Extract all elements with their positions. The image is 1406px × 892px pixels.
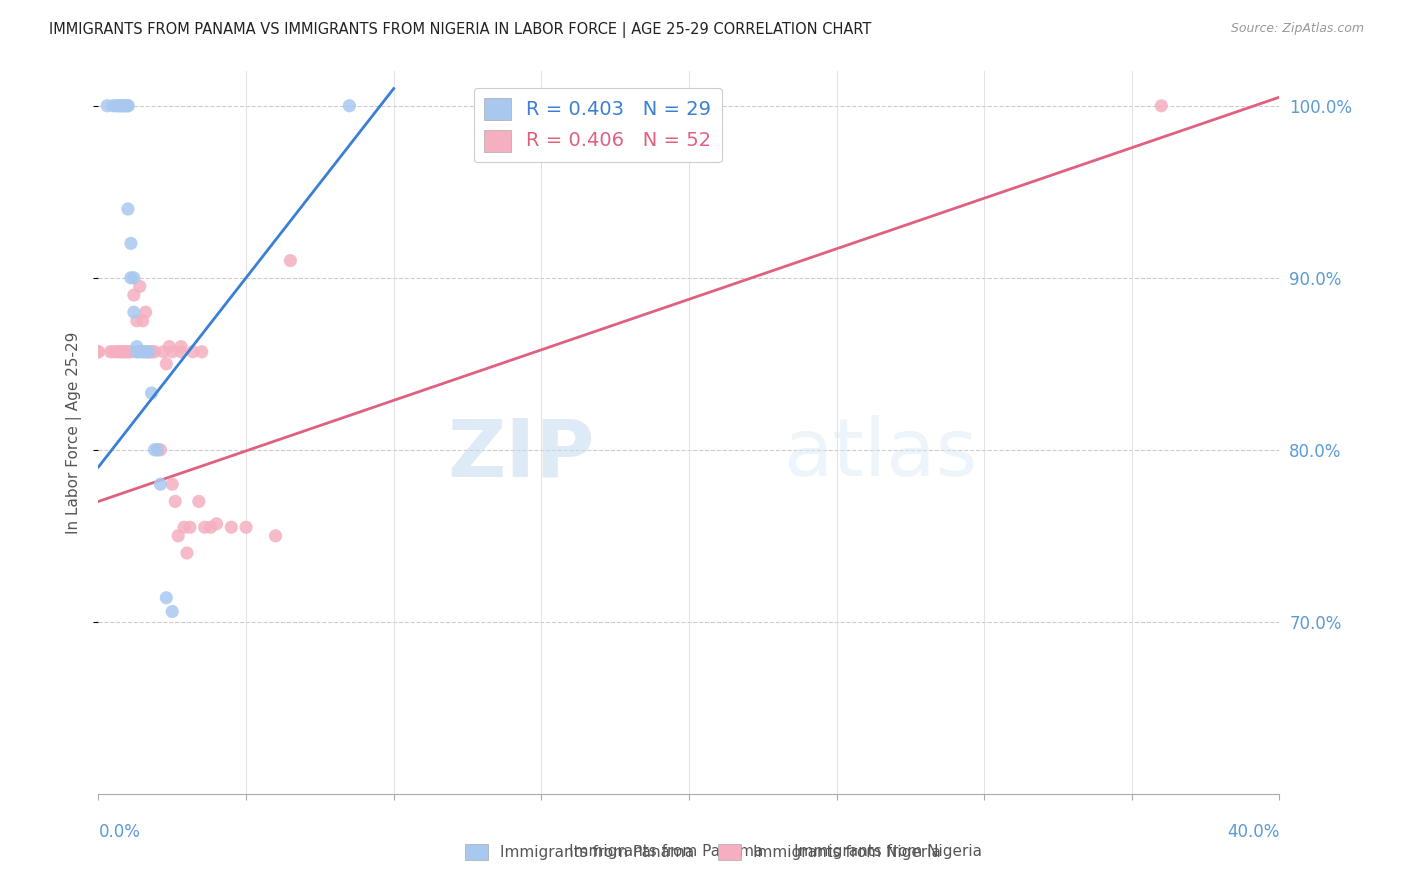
Point [170,340,193,354]
Point [114,99,136,113]
Point [155,357,177,371]
Text: 0.0%: 0.0% [98,822,141,841]
Point [170,344,193,359]
Point [1150,99,1173,113]
Point [143,344,166,359]
Point [111,99,134,113]
Point [111,344,134,359]
Point [120,236,142,251]
Point [138,344,160,359]
Y-axis label: In Labor Force | Age 25-29: In Labor Force | Age 25-29 [66,332,83,533]
Point [96,99,118,113]
Point [120,270,142,285]
Point [108,99,131,113]
Point [235,520,257,534]
Point [117,99,139,113]
Point [108,99,131,113]
Point [138,344,160,359]
Point [155,591,177,605]
Point [205,516,228,531]
Point [339,99,361,113]
Point [108,344,131,359]
Point [200,520,222,534]
Text: atlas: atlas [783,416,977,493]
Point [117,344,139,359]
Point [179,520,201,534]
Text: 40.0%: 40.0% [1227,822,1279,841]
Text: ZIP: ZIP [447,416,595,493]
Point [141,344,163,359]
Legend: Immigrants from Panama, Immigrants from Nigeria: Immigrants from Panama, Immigrants from … [460,838,946,866]
Point [128,279,150,293]
Point [125,344,148,359]
Point [280,253,302,268]
Text: IMMIGRANTS FROM PANAMA VS IMMIGRANTS FROM NIGERIA IN LABOR FORCE | AGE 25-29 COR: IMMIGRANTS FROM PANAMA VS IMMIGRANTS FRO… [49,22,872,38]
Point [181,344,204,359]
Point [122,305,145,319]
Point [146,442,169,457]
Point [165,494,187,508]
Point [149,442,172,457]
Point [114,344,136,359]
Point [114,99,136,113]
Point [111,344,134,359]
Point [87,344,110,359]
Point [87,344,110,359]
Point [187,494,209,508]
Point [191,344,214,359]
Point [120,344,142,359]
Point [105,99,128,113]
Point [125,340,148,354]
Point [108,344,131,359]
Point [138,344,160,359]
Point [98,344,121,359]
Point [135,344,157,359]
Point [117,202,139,216]
Point [167,529,190,543]
Point [105,344,128,359]
Point [157,340,180,354]
Point [264,529,287,543]
Point [173,520,195,534]
Point [114,344,136,359]
Point [128,344,150,359]
Point [103,344,125,359]
Point [135,344,157,359]
Point [162,477,183,491]
Point [194,520,217,534]
Point [176,546,198,560]
Point [149,477,172,491]
Point [162,605,183,619]
Point [146,442,169,457]
Point [132,314,155,328]
Point [143,442,166,457]
Point [111,99,134,113]
Point [152,344,174,359]
Point [117,99,139,113]
Point [125,344,148,359]
Point [125,314,148,328]
Point [122,288,145,302]
Point [141,386,163,401]
Text: Source: ZipAtlas.com: Source: ZipAtlas.com [1230,22,1364,36]
Text: Immigrants from Nigeria: Immigrants from Nigeria [759,845,981,860]
Text: Immigrants from Panama: Immigrants from Panama [536,845,763,860]
Point [141,344,163,359]
Point [122,270,145,285]
Point [117,344,139,359]
Point [103,99,125,113]
Point [221,520,243,534]
Point [135,305,157,319]
Point [162,344,183,359]
Point [132,344,155,359]
Point [132,344,155,359]
Legend: R = 0.403   N = 29, R = 0.406   N = 52: R = 0.403 N = 29, R = 0.406 N = 52 [474,87,721,162]
